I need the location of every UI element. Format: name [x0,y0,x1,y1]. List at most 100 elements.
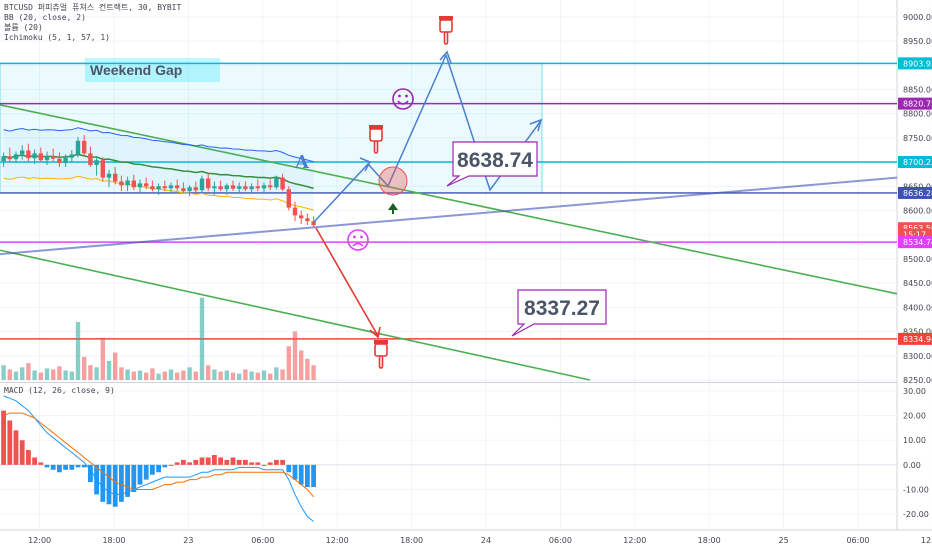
candle-body[interactable] [292,207,298,216]
weekend-gap-zone[interactable] [0,62,543,194]
volume-bar [1,365,6,380]
price-axis-panel[interactable] [897,0,932,550]
volume-bar [193,371,198,380]
candle-body[interactable] [237,186,242,189]
candle-body[interactable] [162,186,167,189]
candle-body[interactable] [206,178,211,189]
projection-path-down[interactable] [315,227,379,337]
candle-body[interactable] [75,140,81,155]
candle-body[interactable] [51,156,56,159]
volume-bar [137,370,143,380]
indicator-volume-label[interactable]: 볼륨 (20) [4,23,43,32]
candle-body[interactable] [187,187,192,192]
candle-body[interactable] [261,185,267,189]
candle-body[interactable] [44,156,50,161]
candle-body[interactable] [212,186,217,189]
macd-histogram-bar [1,410,7,465]
candle-body[interactable] [63,157,68,164]
candle-body[interactable] [100,160,105,178]
candle-body[interactable] [193,187,198,191]
candle-body[interactable] [150,186,155,190]
candle-body[interactable] [7,156,12,160]
candle-body[interactable] [26,150,31,159]
candle-body[interactable] [32,153,37,159]
candle-body[interactable] [268,185,273,188]
candle-body[interactable] [113,173,118,182]
candle-body[interactable] [88,153,93,166]
price-label-tag[interactable] [898,236,932,249]
indicator-bb-label[interactable]: BB (20, close, 2) [4,13,86,22]
candle-body[interactable] [224,185,229,190]
trend-line-upper[interactable] [0,104,898,295]
macd-histogram-bar [267,462,273,465]
candle-body[interactable] [82,140,87,154]
candle-body[interactable] [311,221,316,226]
macd-tick-label: -10.00 [903,486,929,495]
price-label-text: 8700.23 [903,158,932,167]
candle-body[interactable] [181,188,186,192]
candle-body[interactable] [305,218,310,222]
candle-body[interactable] [274,177,279,188]
weekend-gap-label: Weekend Gap [90,62,182,78]
volume-bar [230,372,236,380]
candle-body[interactable] [20,150,25,155]
indicator-ichimoku-label[interactable]: Ichimoku (5, 1, 57, 1) [4,33,110,42]
macd-histogram-bar [298,464,304,485]
weekend-gap-label-bg [85,58,220,82]
arrowhead-up-1 [359,157,372,172]
volume-bar [13,371,19,380]
candle-body[interactable] [144,183,149,187]
volume-bar [32,370,37,380]
candle-body[interactable] [168,185,174,189]
callout-target-down-box[interactable] [511,289,607,337]
candle-body[interactable] [38,153,43,161]
candle-body[interactable] [156,186,161,190]
candle-body[interactable] [175,185,180,189]
macd-histogram-bar [26,450,31,465]
volume-bar [113,352,118,380]
candle-body[interactable] [218,186,223,190]
trend-line-lower[interactable] [0,249,591,381]
candle-body[interactable] [1,156,6,162]
candle-body[interactable] [69,154,74,158]
volume-bar [292,331,298,380]
volume-bar [249,371,254,380]
candle-body[interactable] [57,158,62,164]
price-label-tag[interactable] [898,332,932,345]
candle-body[interactable] [119,181,124,186]
trend-line-blue[interactable] [0,176,898,256]
macd-histogram-bar [218,457,223,465]
candle-body[interactable] [13,154,19,160]
price-label-tag[interactable] [898,186,932,199]
volume-bar [144,372,149,380]
price-label-tag[interactable] [898,57,932,70]
highlight-circle[interactable] [378,166,408,196]
macd-histogram-bar [274,459,279,465]
volume-bar [206,365,211,380]
candle-body[interactable] [199,178,205,191]
projection-path-up[interactable] [313,54,447,223]
callout-target-up-box[interactable] [446,141,538,187]
macd-label[interactable]: MACD (12, 26, close, 9) [4,386,115,395]
candle-body[interactable] [94,160,99,166]
price-tick-label: 8500.00 [903,255,932,264]
candle-body[interactable] [249,186,254,190]
price-label-tag[interactable] [898,155,932,168]
candle-body[interactable] [230,185,236,189]
candle-body[interactable] [131,180,136,188]
candle-body[interactable] [286,189,291,208]
time-tick-label: 12:00 [326,536,349,545]
price-label-tag[interactable] [898,97,932,110]
symbol-title[interactable]: BTCUSD 퍼피츄얼 퓨쳐스 컨트랙트, 30, BYBIT [4,3,182,12]
volume-bar [51,369,56,380]
candle-body[interactable] [106,173,112,178]
candle-body[interactable] [125,180,130,186]
volume-bar [119,367,124,380]
candle-body[interactable] [137,183,143,188]
candle-body[interactable] [280,177,285,190]
pane-divider[interactable] [0,382,897,383]
candle-body[interactable] [243,186,248,190]
candle-body[interactable] [255,186,260,189]
candle-body[interactable] [299,215,304,219]
